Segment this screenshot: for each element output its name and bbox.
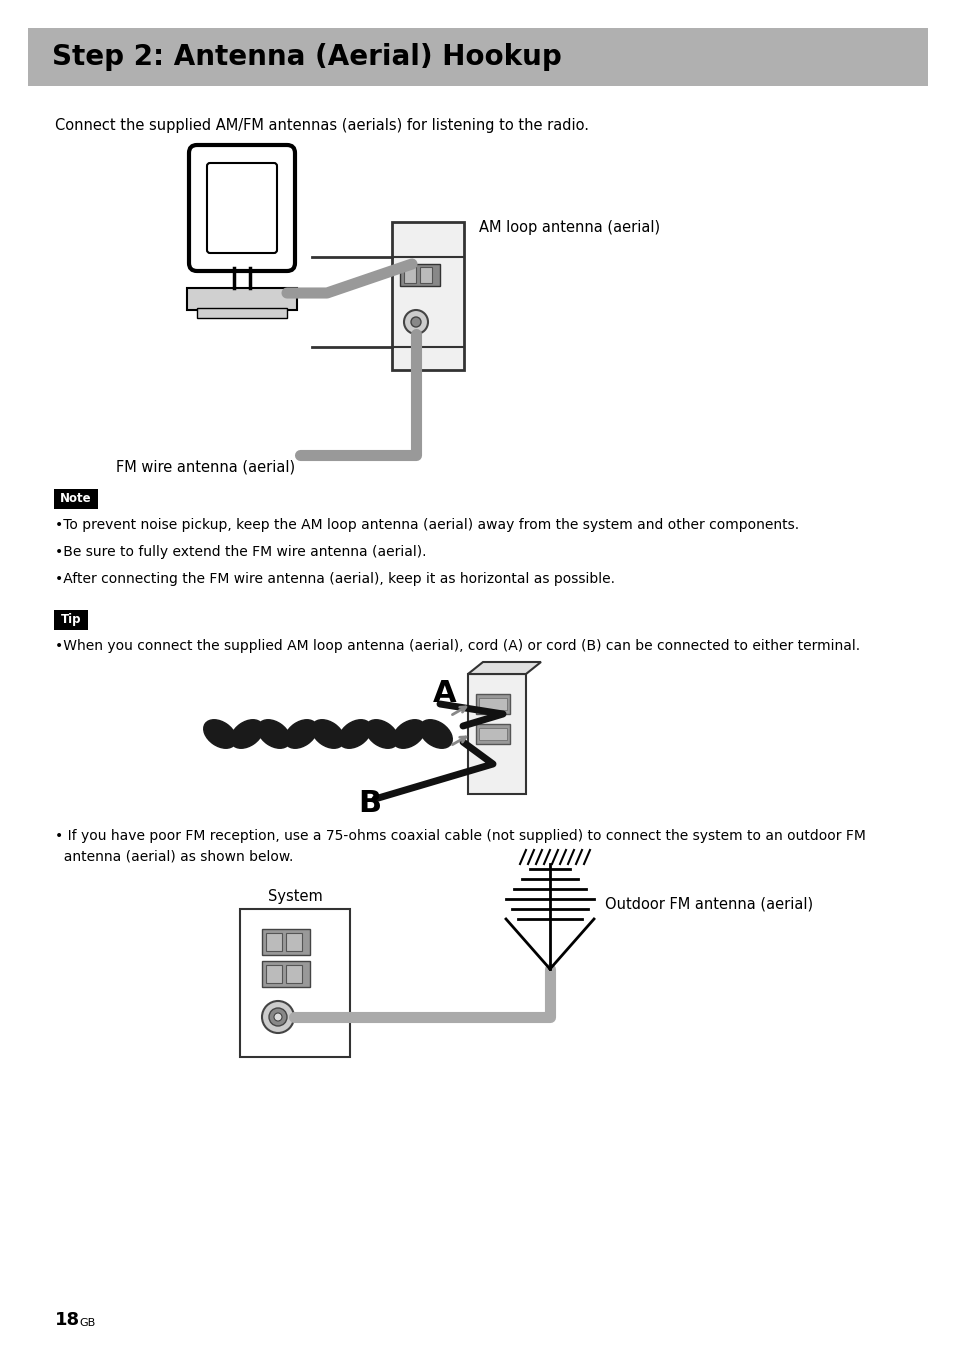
Text: A: A — [433, 679, 456, 708]
Text: • If you have poor FM reception, use a 75-ohms coaxial cable (not supplied) to c: • If you have poor FM reception, use a 7… — [55, 829, 865, 844]
Circle shape — [262, 1000, 294, 1033]
Ellipse shape — [419, 719, 452, 748]
Bar — [196, 308, 287, 318]
Text: AM loop antenna (aerial): AM loop antenna (aerial) — [478, 220, 659, 235]
Bar — [266, 965, 282, 983]
Bar — [28, 28, 927, 87]
Text: System: System — [268, 890, 322, 904]
Polygon shape — [468, 662, 540, 675]
Ellipse shape — [284, 719, 317, 748]
Bar — [392, 222, 463, 370]
Bar — [240, 909, 350, 1057]
Bar — [478, 698, 506, 710]
Bar — [476, 725, 510, 744]
Bar — [262, 961, 310, 987]
Ellipse shape — [312, 719, 344, 748]
Text: •When you connect the supplied AM loop antenna (aerial), cord (A) or cord (B) ca: •When you connect the supplied AM loop a… — [55, 639, 860, 653]
FancyBboxPatch shape — [207, 164, 276, 253]
Ellipse shape — [338, 719, 371, 748]
Ellipse shape — [393, 719, 425, 748]
Text: 18: 18 — [55, 1311, 80, 1329]
Bar — [476, 694, 510, 714]
Bar — [266, 933, 282, 950]
Text: Tip: Tip — [61, 614, 81, 626]
Ellipse shape — [365, 719, 397, 748]
Text: antenna (aerial) as shown below.: antenna (aerial) as shown below. — [55, 849, 294, 863]
Circle shape — [269, 1009, 287, 1026]
Bar — [262, 929, 310, 955]
Text: •Be sure to fully extend the FM wire antenna (aerial).: •Be sure to fully extend the FM wire ant… — [55, 545, 426, 558]
Bar — [403, 266, 416, 283]
FancyBboxPatch shape — [189, 145, 294, 270]
FancyBboxPatch shape — [54, 489, 98, 508]
FancyBboxPatch shape — [54, 610, 88, 630]
Text: Step 2: Antenna (Aerial) Hookup: Step 2: Antenna (Aerial) Hookup — [52, 43, 561, 72]
Text: FM wire antenna (aerial): FM wire antenna (aerial) — [115, 460, 294, 475]
Ellipse shape — [204, 719, 236, 748]
Ellipse shape — [231, 719, 263, 748]
Circle shape — [411, 316, 420, 327]
Text: Connect the supplied AM/FM antennas (aerials) for listening to the radio.: Connect the supplied AM/FM antennas (aer… — [55, 118, 588, 132]
Text: •After connecting the FM wire antenna (aerial), keep it as horizontal as possibl: •After connecting the FM wire antenna (a… — [55, 572, 615, 585]
Circle shape — [274, 1013, 282, 1021]
Ellipse shape — [257, 719, 290, 748]
Text: Note: Note — [60, 492, 91, 506]
Bar — [187, 288, 296, 310]
Bar — [286, 965, 302, 983]
Bar — [468, 675, 525, 794]
Bar — [478, 727, 506, 740]
Text: GB: GB — [79, 1318, 95, 1328]
Text: •To prevent noise pickup, keep the AM loop antenna (aerial) away from the system: •To prevent noise pickup, keep the AM lo… — [55, 518, 799, 531]
Bar — [286, 933, 302, 950]
Bar — [399, 264, 439, 287]
Text: Outdoor FM antenna (aerial): Outdoor FM antenna (aerial) — [604, 896, 812, 911]
Circle shape — [403, 310, 428, 334]
Bar — [419, 266, 432, 283]
Text: B: B — [358, 790, 381, 818]
